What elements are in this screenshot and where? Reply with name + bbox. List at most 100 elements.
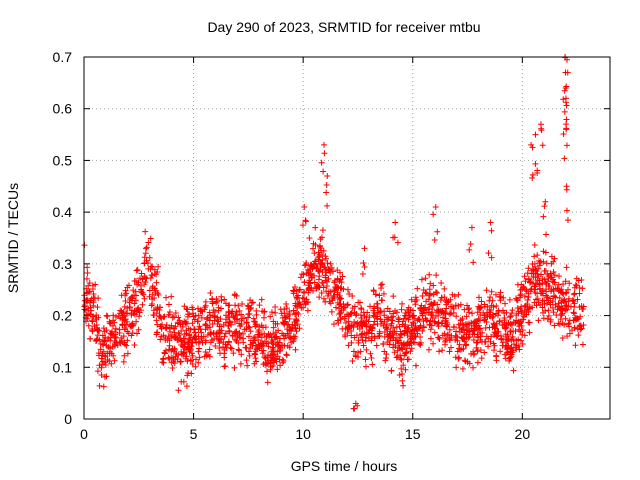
data-point (402, 315, 409, 322)
data-point (122, 297, 129, 304)
data-point (222, 363, 229, 370)
data-point (131, 342, 138, 349)
data-point (457, 301, 464, 308)
data-point (388, 320, 395, 327)
data-point (238, 351, 245, 358)
data-point (359, 270, 366, 277)
data-point (286, 311, 293, 318)
data-point (119, 322, 126, 329)
data-point (539, 275, 546, 282)
data-point (477, 347, 484, 354)
data-point (493, 303, 500, 310)
data-point (106, 318, 113, 325)
data-point (270, 324, 277, 331)
data-point (360, 259, 367, 266)
data-point (525, 276, 532, 283)
data-point (141, 254, 148, 261)
data-point (370, 287, 377, 294)
data-point (85, 310, 92, 317)
data-point (373, 342, 380, 349)
data-point (519, 327, 526, 334)
data-point (455, 321, 462, 328)
data-point (429, 314, 436, 321)
data-point (542, 249, 549, 256)
data-point (359, 321, 366, 328)
data-point (300, 304, 307, 311)
data-point (575, 277, 582, 284)
data-point (243, 319, 250, 326)
data-point (577, 326, 584, 333)
data-point (116, 326, 123, 333)
data-point (425, 306, 432, 313)
data-point (136, 313, 143, 320)
data-point (107, 337, 114, 344)
data-point (435, 319, 442, 326)
data-point (258, 296, 265, 303)
data-point (559, 310, 566, 317)
data-point (127, 304, 134, 311)
data-point (245, 303, 252, 310)
data-point (496, 293, 503, 300)
data-point (316, 294, 323, 301)
data-point (449, 303, 456, 310)
data-point (430, 340, 437, 347)
data-point (388, 314, 395, 321)
data-point (417, 333, 424, 340)
data-point (391, 234, 398, 241)
data-point (220, 339, 227, 346)
data-point (485, 335, 492, 342)
data-point (302, 217, 309, 224)
data-point (318, 159, 325, 166)
data-point (315, 268, 322, 275)
data-point (153, 279, 160, 286)
data-point (463, 313, 470, 320)
data-point (251, 350, 258, 357)
data-point (172, 323, 179, 330)
data-point (330, 268, 337, 275)
data-point (95, 350, 102, 357)
data-point (84, 289, 91, 296)
data-point (361, 313, 368, 320)
data-point (510, 328, 517, 335)
data-point (153, 317, 160, 324)
data-point (358, 306, 365, 313)
data-point (566, 280, 573, 287)
data-point (543, 260, 550, 267)
data-point (337, 295, 344, 302)
data-point (531, 260, 538, 267)
data-point (379, 297, 386, 304)
data-point (395, 315, 402, 322)
data-point (315, 249, 322, 256)
data-point (175, 330, 182, 337)
data-point (485, 250, 492, 257)
data-point (362, 337, 369, 344)
data-point (560, 281, 567, 288)
data-point (521, 273, 528, 280)
data-point (528, 270, 535, 277)
data-point (89, 327, 96, 334)
data-point (414, 330, 421, 337)
data-point (416, 316, 423, 323)
data-point (92, 281, 99, 288)
data-point (201, 304, 208, 311)
data-point (416, 324, 423, 331)
data-point (292, 284, 299, 291)
data-point (575, 332, 582, 339)
data-point (500, 339, 507, 346)
data-point (474, 359, 481, 366)
data-point (402, 366, 409, 373)
data-point (195, 348, 202, 355)
data-point (397, 328, 404, 335)
data-point (285, 321, 292, 328)
data-point (397, 352, 404, 359)
x-tick-label: 15 (405, 426, 421, 442)
data-point (133, 318, 140, 325)
chart-title: Day 290 of 2023, SRMTID for receiver mtb… (207, 19, 480, 35)
data-point (189, 352, 196, 359)
data-point (301, 203, 308, 210)
data-point (211, 317, 218, 324)
data-point (524, 297, 531, 304)
data-point (139, 276, 146, 283)
data-point (408, 330, 415, 337)
data-point (311, 250, 318, 257)
